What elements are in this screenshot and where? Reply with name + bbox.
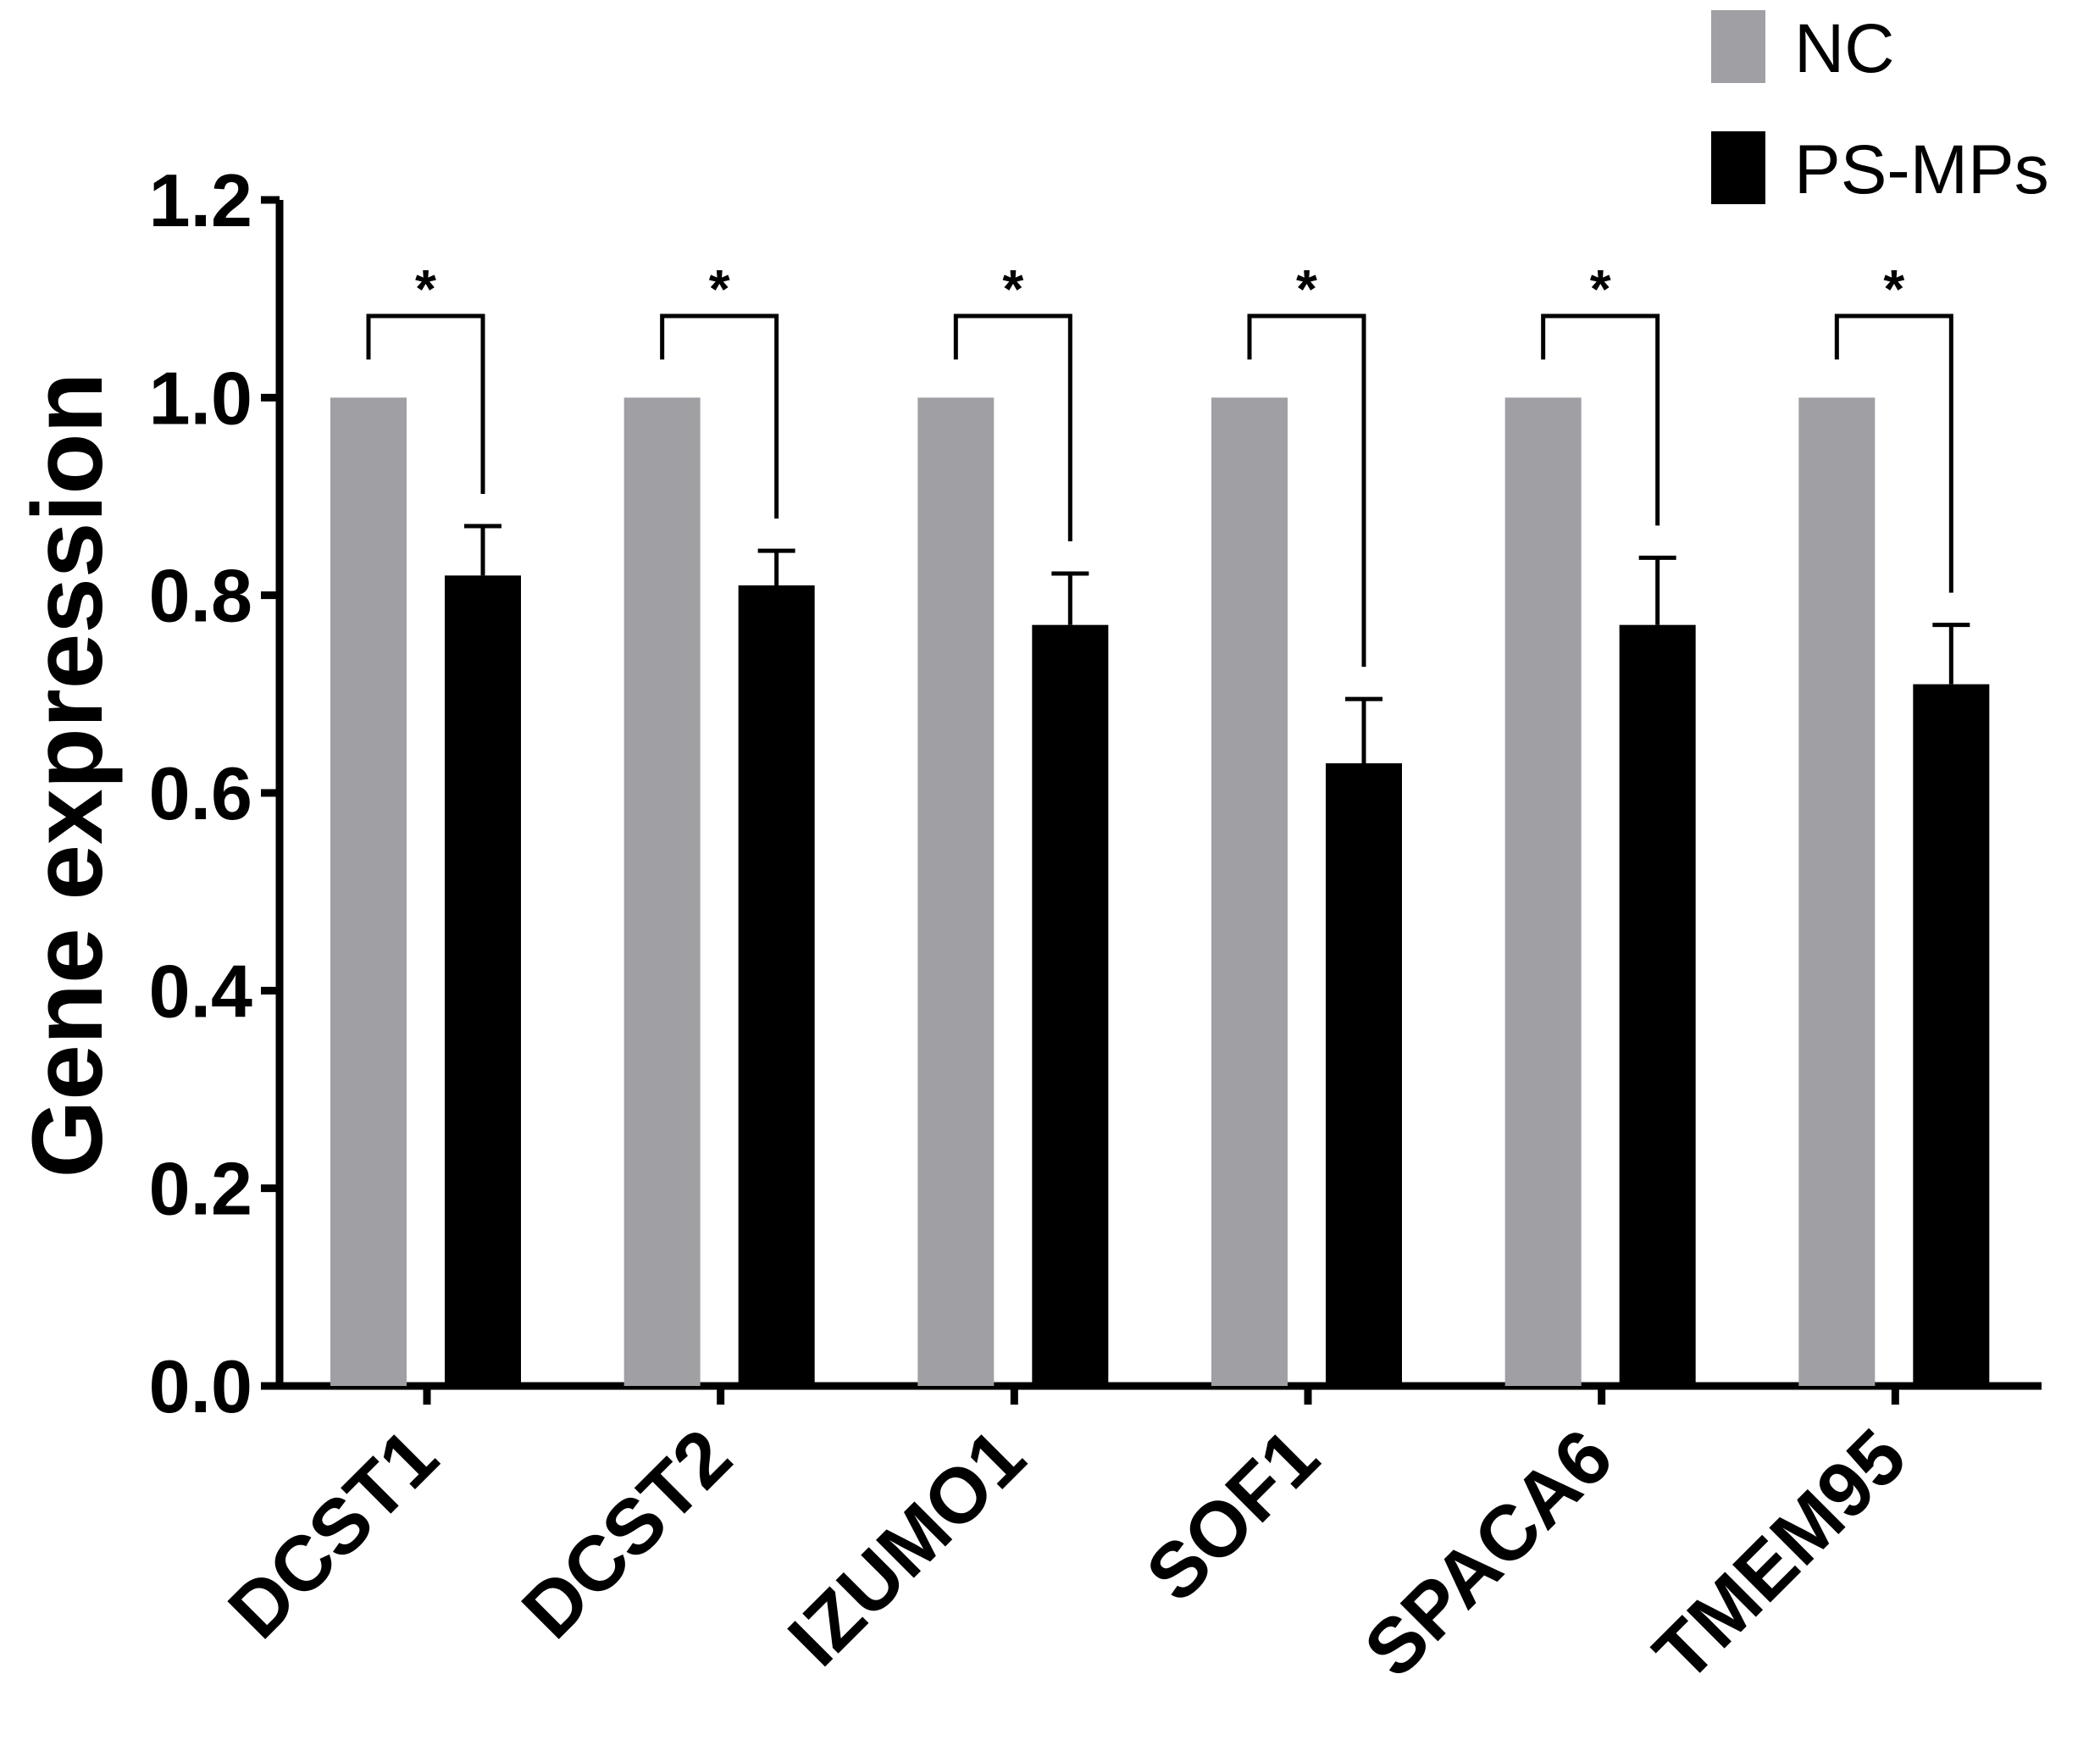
significance-bracket <box>1247 313 1366 668</box>
x-category-label: SOF1 <box>1130 1413 1335 1618</box>
significance-bracket <box>366 313 485 494</box>
bar-psmps-dcst2 <box>738 585 815 1386</box>
legend: NC PS-MPs <box>1711 10 2049 208</box>
x-category-label: DCST2 <box>506 1413 747 1655</box>
y-tick-label: 0.0 <box>149 1344 252 1428</box>
bar-nc-dcst2 <box>623 397 701 1386</box>
bar-nc-tmem95 <box>1798 397 1876 1386</box>
significance-bracket <box>953 313 1072 541</box>
significance-bracket <box>1541 313 1660 526</box>
x-category-label: SPACA6 <box>1349 1413 1629 1693</box>
bar-psmps-dcst1 <box>445 575 521 1386</box>
significance-bracket <box>660 313 779 519</box>
significance-star: * <box>415 258 436 319</box>
significance-star: * <box>1002 258 1023 319</box>
x-category-label: TMEM95 <box>1637 1413 1922 1698</box>
bar-psmps-sof1 <box>1326 763 1402 1386</box>
plot-area: 0.0 0.2 0.4 0.6 0.8 1.0 1.2 * DCST1 * DCST2 * IZUMO1… <box>149 158 2042 1698</box>
legend-label: PS-MPs <box>1794 131 2049 208</box>
y-tick-label: 0.2 <box>149 1147 252 1231</box>
x-category-label: DCST1 <box>213 1413 454 1655</box>
bar-psmps-spaca6 <box>1619 624 1696 1386</box>
y-tick-label: 0.8 <box>149 554 252 638</box>
significance-star: * <box>1883 258 1904 319</box>
bar-nc-sof1 <box>1211 397 1288 1386</box>
y-axis-title: Gene expression <box>12 373 124 1178</box>
legend-label: NC <box>1794 10 1894 87</box>
significance-star: * <box>1296 258 1317 319</box>
bar-psmps-izumo1 <box>1032 624 1109 1386</box>
y-tick-label: 0.4 <box>149 949 252 1033</box>
legend-swatch-psmps <box>1711 131 1765 204</box>
bar-nc-spaca6 <box>1504 397 1582 1386</box>
y-tick-label: 1.0 <box>149 356 252 440</box>
x-category-label: IZUMO1 <box>773 1413 1042 1682</box>
bar-psmps-tmem95 <box>1913 684 1990 1386</box>
y-tick-label: 1.2 <box>149 158 252 242</box>
bar-nc-dcst1 <box>330 397 407 1386</box>
significance-star: * <box>709 258 730 319</box>
y-tick-label: 0.6 <box>149 751 252 835</box>
legend-swatch-nc <box>1711 10 1765 83</box>
bar-nc-izumo1 <box>917 397 995 1386</box>
significance-bracket <box>1834 313 1953 593</box>
significance-star: * <box>1590 258 1611 319</box>
